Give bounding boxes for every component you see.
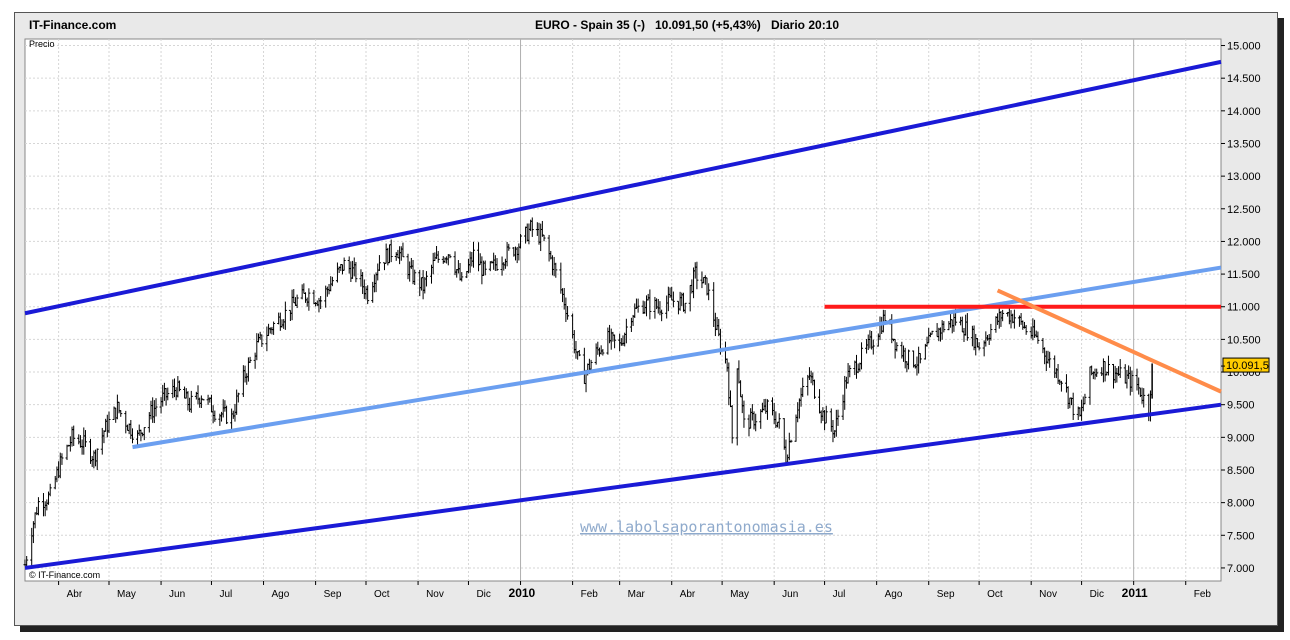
- y-tick-label: 8.500: [1227, 465, 1255, 477]
- trend-line-channel-upper: [24, 59, 1222, 316]
- y-tick-label: 9.500: [1227, 400, 1255, 412]
- y-tick-label: 11.000: [1227, 302, 1260, 314]
- x-tick-label: Abr: [67, 589, 83, 600]
- x-tick-label: Ago: [885, 589, 903, 600]
- trend-line-downtrend: [996, 288, 1222, 394]
- x-tick-label: 2011: [1122, 586, 1148, 600]
- y-tick-label: 8.000: [1227, 498, 1255, 510]
- watermark-text[interactable]: www.labolsaporantonomasia.es: [580, 518, 833, 536]
- x-tick-label: Dic: [476, 589, 490, 600]
- y-tick-label: 7.000: [1227, 563, 1255, 575]
- trend-lines: [24, 59, 1222, 570]
- y-axis: 7.0007.5008.0008.5009.0009.50010.00010.5…: [1221, 41, 1261, 575]
- y-tick-label: 15.000: [1227, 41, 1261, 53]
- x-tick-label: Mar: [628, 589, 646, 600]
- x-tick-label: Oct: [987, 589, 1003, 600]
- y-tick-label: 13.000: [1227, 171, 1261, 183]
- x-tick-label: Feb: [1194, 589, 1212, 600]
- panel-label: Precio: [29, 39, 55, 49]
- y-tick-label: 9.000: [1227, 432, 1255, 444]
- x-tick-label: Dic: [1090, 589, 1104, 600]
- plot-area: [24, 38, 1222, 582]
- x-tick-label: Sep: [937, 589, 955, 600]
- price-bars: [23, 217, 1153, 570]
- price-change: 10.091,50 (+5,43%): [655, 18, 761, 32]
- x-tick-label: Sep: [324, 589, 342, 600]
- trend-line-channel-middle: [132, 265, 1222, 450]
- x-tick-label: Oct: [374, 589, 390, 600]
- trend-line-channel-lower: [24, 402, 1222, 570]
- x-tick-label: Jul: [219, 589, 232, 600]
- chart-frame: IT-Finance.com EURO - Spain 35 (-) 10.09…: [14, 12, 1278, 626]
- x-axis: Abr May Jun Jul Ago Sep Oct Nov Dic 2010 Feb Mar Abr…: [58, 581, 1212, 600]
- y-tick-label: 13.500: [1227, 138, 1261, 150]
- copyright-text: © IT-Finance.com: [29, 570, 100, 580]
- x-tick-label: Nov: [1039, 589, 1057, 600]
- period-time: Diario 20:10: [771, 18, 839, 32]
- y-tick-label: 12.000: [1227, 236, 1261, 248]
- x-tick-label: Jun: [169, 589, 185, 600]
- instrument-title: EURO - Spain 35 (-): [535, 18, 645, 32]
- price-chart: IT-Finance.com EURO - Spain 35 (-) 10.09…: [15, 13, 1277, 600]
- x-tick-label: May: [730, 589, 749, 600]
- y-tick-label: 7.500: [1227, 530, 1255, 542]
- x-tick-label: Nov: [426, 589, 444, 600]
- x-tick-label: Jul: [833, 589, 846, 600]
- y-tick-label: 12.500: [1227, 204, 1261, 216]
- y-tick-label: 14.000: [1227, 106, 1261, 118]
- y-tick-label: 11.500: [1227, 269, 1260, 281]
- y-tick-label: 10.500: [1227, 334, 1261, 346]
- x-tick-label: Abr: [680, 589, 696, 600]
- x-tick-label: May: [117, 589, 136, 600]
- x-tick-label: Ago: [272, 589, 290, 600]
- year-divider-lines: [520, 39, 1135, 581]
- current-price-box: 10.091,5: [1221, 357, 1270, 373]
- x-tick-label: 2010: [509, 586, 536, 600]
- x-tick-label: Feb: [581, 589, 599, 600]
- x-tick-label: Jun: [782, 589, 798, 600]
- current-price-label: 10.091,5: [1226, 360, 1269, 372]
- brand-title: IT-Finance.com: [29, 18, 116, 32]
- y-tick-label: 14.500: [1227, 73, 1261, 85]
